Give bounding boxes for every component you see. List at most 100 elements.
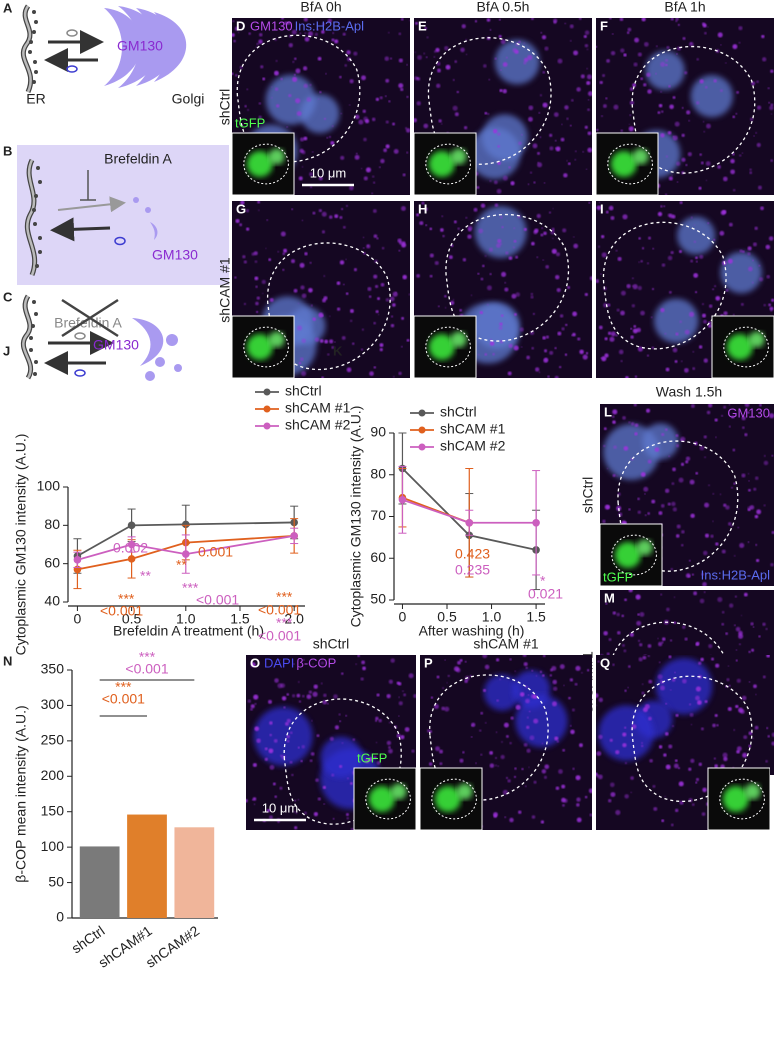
speck [308, 287, 313, 293]
golgi [104, 6, 187, 88]
speck [690, 404, 695, 408]
speck [482, 688, 487, 693]
speck [254, 726, 260, 732]
legend-marker [263, 422, 271, 430]
speck [527, 54, 533, 61]
speck [414, 118, 418, 123]
speck [542, 102, 548, 108]
speck [232, 33, 235, 37]
speck [414, 76, 419, 81]
data-point [127, 555, 136, 563]
speck [254, 276, 259, 281]
speck [350, 828, 354, 830]
speck [543, 358, 548, 364]
speck [698, 661, 702, 665]
speck [584, 30, 590, 35]
speck [650, 316, 653, 319]
speck [597, 774, 603, 780]
speck [649, 758, 653, 763]
speck [498, 34, 502, 38]
speck [558, 769, 563, 774]
gfp-signal [610, 151, 637, 177]
speck [630, 335, 634, 339]
speck [350, 782, 353, 785]
speck [632, 328, 638, 334]
speck [258, 32, 263, 37]
speck [364, 758, 370, 764]
speck [569, 124, 572, 127]
gfp-signal [450, 331, 467, 348]
speck [279, 754, 283, 757]
speck [262, 292, 264, 295]
speck [762, 57, 767, 62]
speck [615, 334, 618, 337]
speck [765, 244, 771, 250]
speck [572, 311, 578, 317]
speck [733, 729, 736, 731]
speck [419, 221, 424, 226]
speck [494, 756, 498, 760]
speck [664, 732, 669, 736]
speck [562, 748, 566, 752]
speck [668, 455, 670, 458]
speck [605, 602, 608, 605]
speck [378, 166, 381, 169]
speck [733, 482, 736, 485]
speck [695, 695, 700, 701]
speck [525, 666, 528, 670]
annotation: 0.235 [455, 562, 490, 578]
speck [701, 572, 704, 576]
speck [665, 63, 668, 67]
speck [620, 310, 625, 316]
speck [306, 97, 312, 102]
speck [482, 264, 485, 268]
speck [672, 347, 678, 353]
speck [600, 357, 603, 359]
speck [705, 161, 711, 166]
speck [495, 731, 498, 733]
speck [309, 759, 313, 763]
speck [654, 447, 660, 452]
speck [634, 423, 639, 428]
speck [323, 117, 326, 120]
speck [252, 797, 257, 801]
speck [462, 751, 465, 754]
speck [523, 42, 525, 44]
nucleus [720, 251, 763, 294]
speck [653, 806, 658, 811]
speck [378, 313, 380, 316]
speck [353, 51, 358, 56]
data-point [181, 520, 190, 529]
speck [758, 264, 761, 267]
speck [571, 98, 574, 102]
speck [608, 638, 612, 641]
speck [475, 762, 477, 764]
speck [244, 105, 247, 108]
speck [297, 681, 300, 683]
speck [433, 56, 436, 58]
speck [647, 89, 652, 94]
speck [652, 247, 655, 250]
speck [651, 499, 656, 504]
speck [286, 126, 288, 128]
speck [281, 696, 287, 701]
speck [323, 275, 326, 277]
gfp-signal [368, 786, 395, 812]
speck [663, 753, 667, 757]
speck [402, 274, 407, 280]
speck [760, 206, 764, 211]
speck [693, 591, 698, 596]
speck [319, 91, 322, 94]
speck [268, 748, 274, 754]
speck [389, 296, 395, 302]
speck [747, 252, 751, 256]
speck [624, 726, 627, 729]
speck [539, 136, 542, 138]
speck [535, 675, 538, 677]
speck [680, 360, 683, 363]
speck [636, 620, 642, 626]
speck [596, 751, 602, 756]
speck [541, 35, 547, 40]
speck [256, 42, 259, 46]
speck [504, 287, 509, 292]
